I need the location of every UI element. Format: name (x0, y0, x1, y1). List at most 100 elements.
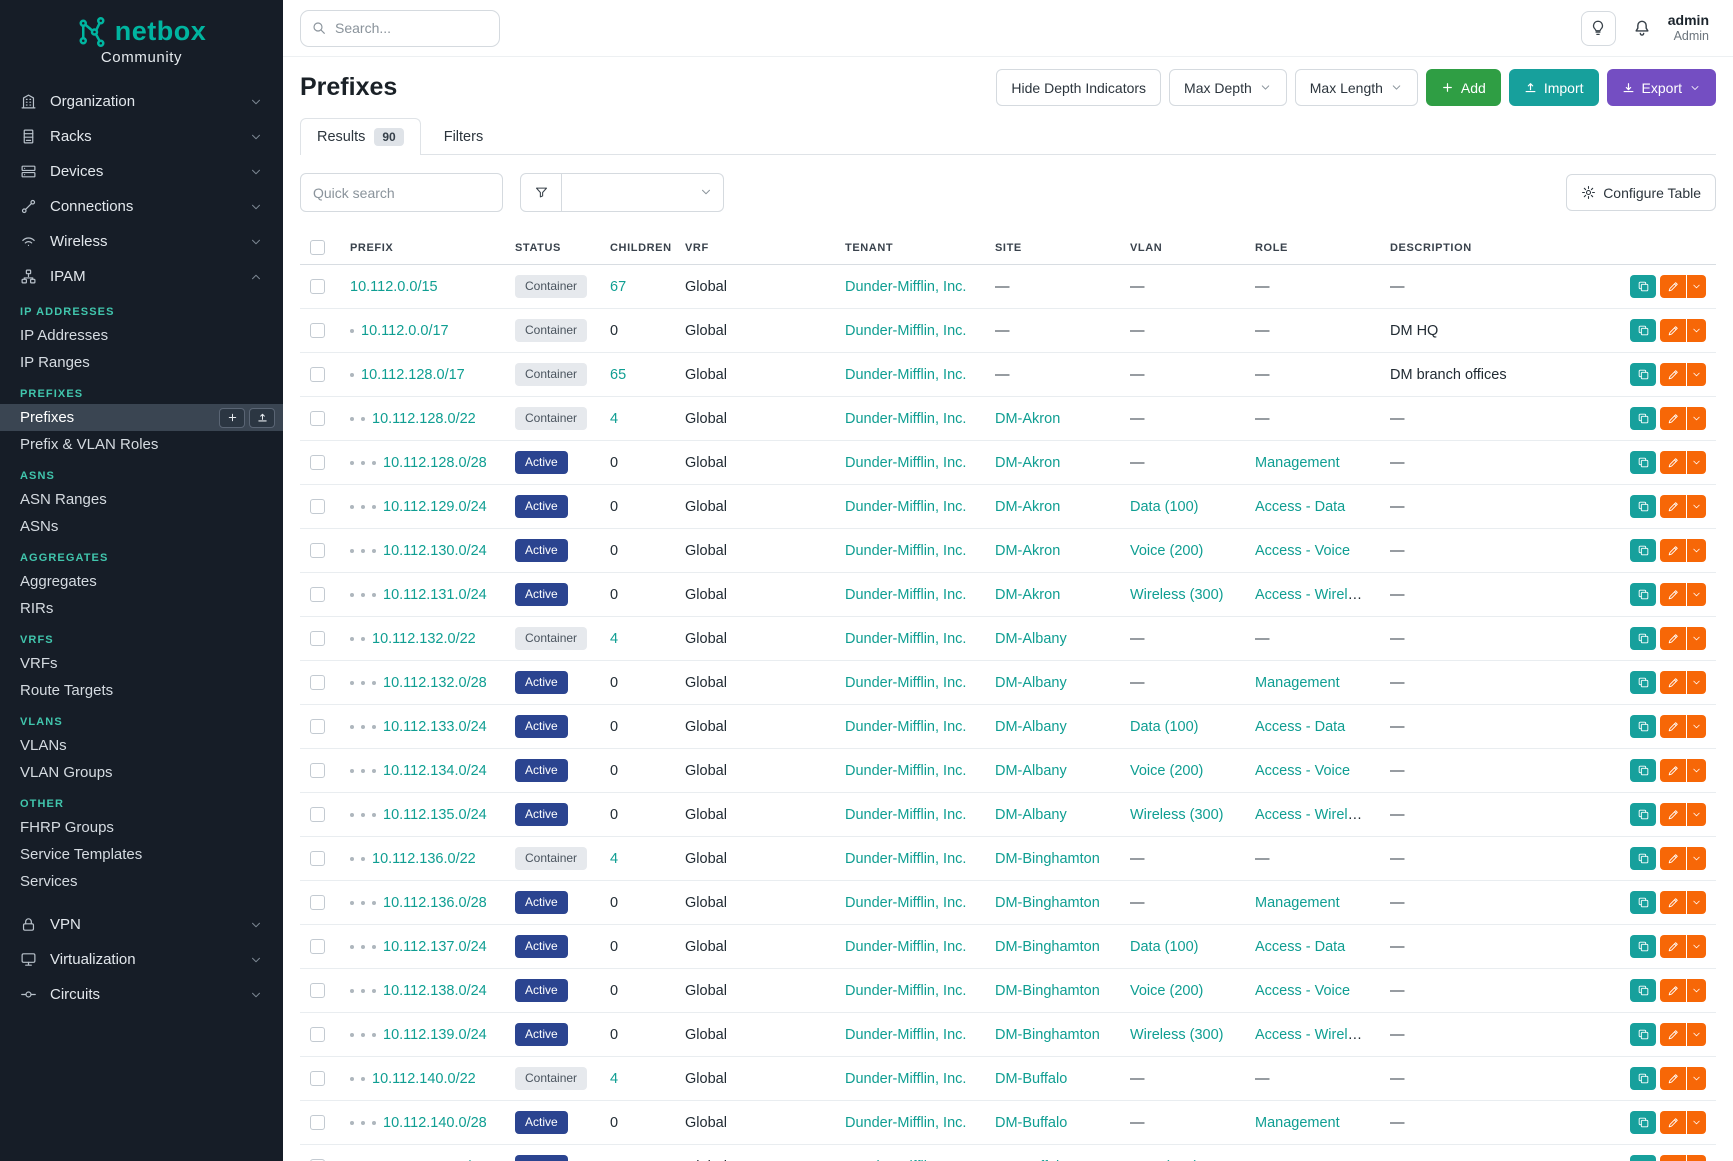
edit-button[interactable] (1660, 759, 1686, 782)
site-link[interactable]: DM-Akron (995, 454, 1061, 471)
tenant-link[interactable]: Dunder-Mifflin, Inc. (845, 850, 967, 867)
export-dropdown[interactable]: Export (1606, 69, 1716, 106)
edit-button[interactable] (1660, 935, 1686, 958)
edit-button[interactable] (1660, 847, 1686, 870)
edit-button[interactable] (1660, 451, 1686, 474)
clone-button[interactable] (1630, 1023, 1656, 1046)
row-checkbox[interactable] (310, 807, 325, 823)
edit-button[interactable] (1660, 407, 1686, 430)
prefix-link[interactable]: 10.112.128.0/28 (383, 454, 487, 471)
tenant-link[interactable]: Dunder-Mifflin, Inc. (845, 322, 967, 339)
tenant-link[interactable]: Dunder-Mifflin, Inc. (845, 762, 967, 779)
row-menu-button[interactable] (1687, 759, 1706, 782)
sidebar-item-fhrp-groups[interactable]: FHRP Groups (0, 814, 283, 841)
row-checkbox[interactable] (310, 1027, 325, 1043)
role-link[interactable]: Management (1255, 894, 1340, 911)
tenant-link[interactable]: Dunder-Mifflin, Inc. (845, 498, 967, 515)
quick-search-input[interactable] (300, 173, 503, 212)
row-checkbox[interactable] (310, 983, 325, 999)
filter-button[interactable] (520, 173, 562, 212)
clone-button[interactable] (1630, 847, 1656, 870)
prefix-link[interactable]: 10.112.139.0/24 (383, 1026, 487, 1043)
edit-button[interactable] (1660, 1111, 1686, 1134)
prefix-link[interactable]: 10.112.132.0/22 (372, 630, 476, 647)
column-header-role[interactable]: ROLE (1245, 232, 1380, 265)
row-checkbox[interactable] (310, 499, 325, 515)
vlan-link[interactable]: Data (100) (1130, 498, 1199, 515)
sidebar-item-aggregates[interactable]: Aggregates (0, 568, 283, 595)
row-menu-button[interactable] (1687, 671, 1706, 694)
clone-button[interactable] (1630, 759, 1656, 782)
role-link[interactable]: Access - Data (1255, 938, 1346, 955)
prefix-link[interactable]: 10.112.128.0/22 (372, 410, 476, 427)
role-link[interactable]: Access - Wireless (1255, 806, 1371, 823)
row-menu-button[interactable] (1687, 1067, 1706, 1090)
role-link[interactable]: Access - Wireless (1255, 1026, 1371, 1043)
sidebar-group-ipam[interactable]: IPAM (0, 259, 283, 294)
sidebar-item-ip-addresses[interactable]: IP Addresses (0, 322, 283, 349)
site-link[interactable]: DM-Albany (995, 762, 1067, 779)
site-link[interactable]: DM-Albany (995, 718, 1067, 735)
sidebar-group-organization[interactable]: Organization (0, 84, 283, 119)
row-checkbox[interactable] (310, 455, 325, 471)
theme-toggle-button[interactable] (1580, 10, 1616, 46)
row-checkbox[interactable] (310, 939, 325, 955)
tenant-link[interactable]: Dunder-Mifflin, Inc. (845, 542, 967, 559)
vlan-link[interactable]: Voice (200) (1130, 762, 1204, 779)
max-length-dropdown[interactable]: Max Length (1294, 69, 1418, 106)
tenant-link[interactable]: Dunder-Mifflin, Inc. (845, 1026, 967, 1043)
vlan-link[interactable]: Voice (200) (1130, 542, 1204, 559)
configure-table-button[interactable]: Configure Table (1566, 174, 1716, 211)
tenant-link[interactable]: Dunder-Mifflin, Inc. (845, 718, 967, 735)
hide-depth-indicators-button[interactable]: Hide Depth Indicators (996, 69, 1162, 106)
prefix-link[interactable]: 10.112.140.0/22 (372, 1070, 476, 1087)
sidebar-group-wireless[interactable]: Wireless (0, 224, 283, 259)
role-link[interactable]: Management (1255, 1114, 1340, 1131)
role-link[interactable]: Access - Data (1255, 718, 1346, 735)
clone-button[interactable] (1630, 363, 1656, 386)
column-header-vrf[interactable]: VRF (675, 232, 835, 265)
edit-button[interactable] (1660, 891, 1686, 914)
clone-button[interactable] (1630, 539, 1656, 562)
row-checkbox[interactable] (310, 411, 325, 427)
tab-results[interactable]: Results 90 (300, 118, 421, 155)
prefix-link[interactable]: 10.112.137.0/24 (383, 938, 487, 955)
column-header-vlan[interactable]: VLAN (1120, 232, 1245, 265)
site-link[interactable]: DM-Akron (995, 586, 1061, 603)
vlan-link[interactable]: Voice (200) (1130, 982, 1204, 999)
sidebar-item-prefixes[interactable]: Prefixes (0, 404, 283, 431)
row-menu-button[interactable] (1687, 495, 1706, 518)
vlan-link[interactable]: Wireless (300) (1130, 806, 1224, 823)
vlan-link[interactable]: Wireless (300) (1130, 586, 1224, 603)
row-menu-button[interactable] (1687, 891, 1706, 914)
site-link[interactable]: DM-Binghamton (995, 938, 1100, 955)
sidebar-import-prefix-button[interactable] (249, 407, 275, 428)
import-button[interactable]: Import (1508, 69, 1599, 106)
clone-button[interactable] (1630, 275, 1656, 298)
sidebar-item-ip-ranges[interactable]: IP Ranges (0, 349, 283, 376)
role-link[interactable]: Management (1255, 454, 1340, 471)
row-menu-button[interactable] (1687, 1023, 1706, 1046)
tenant-link[interactable]: Dunder-Mifflin, Inc. (845, 586, 967, 603)
prefix-link[interactable]: 10.112.130.0/24 (383, 542, 487, 559)
select-all-checkbox[interactable] (310, 240, 325, 255)
row-menu-button[interactable] (1687, 539, 1706, 562)
row-checkbox[interactable] (310, 763, 325, 779)
role-link[interactable]: Management (1255, 674, 1340, 691)
row-checkbox[interactable] (310, 323, 325, 339)
prefix-link[interactable]: 10.112.0.0/17 (361, 322, 449, 339)
tenant-link[interactable]: Dunder-Mifflin, Inc. (845, 278, 967, 295)
notifications-button[interactable] (1632, 18, 1652, 38)
clone-button[interactable] (1630, 1155, 1656, 1161)
prefix-link[interactable]: 10.112.138.0/24 (383, 982, 487, 999)
tenant-link[interactable]: Dunder-Mifflin, Inc. (845, 674, 967, 691)
clone-button[interactable] (1630, 627, 1656, 650)
edit-button[interactable] (1660, 979, 1686, 1002)
site-link[interactable]: DM-Albany (995, 674, 1067, 691)
sidebar-group-devices[interactable]: Devices (0, 154, 283, 189)
row-menu-button[interactable] (1687, 803, 1706, 826)
row-menu-button[interactable] (1687, 715, 1706, 738)
clone-button[interactable] (1630, 979, 1656, 1002)
sidebar-add-prefix-button[interactable] (219, 407, 245, 428)
row-menu-button[interactable] (1687, 935, 1706, 958)
